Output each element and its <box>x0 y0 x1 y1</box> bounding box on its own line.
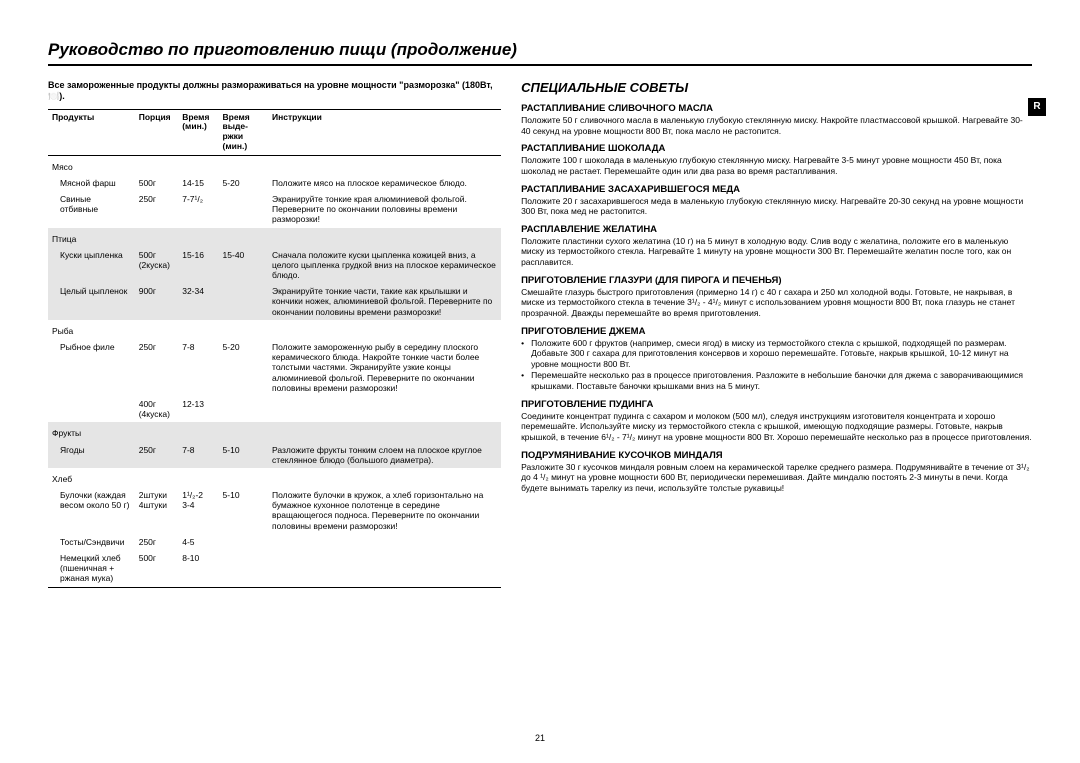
tip-head: РАСТАПЛИВАНИЕ ШОКОЛАДА <box>521 143 1032 154</box>
tip-head: РАСПЛАВЛЕНИЕ ЖЕЛАТИНА <box>521 224 1032 235</box>
th-hold: Время выде-ржки (мин.) <box>219 109 268 155</box>
tip-body: Положите 50 г сливочного масла в маленьк… <box>521 115 1032 136</box>
tip-head: ПОДРУМЯНИВАНИЕ КУСОЧКОВ МИНДАЛЯ <box>521 450 1032 461</box>
th-time: Время (мин.) <box>178 109 218 155</box>
tip-block: РАСТАПЛИВАНИЕ СЛИВОЧНОГО МАСЛАПоложите 5… <box>521 103 1032 136</box>
cell-product: Рыбное филе <box>48 339 135 396</box>
th-portion: Порция <box>135 109 179 155</box>
intro-text: Все замороженные продукты должны размора… <box>48 80 501 103</box>
cell-portion: 500г <box>135 550 179 587</box>
tip-head: РАСТАПЛИВАНИЕ СЛИВОЧНОГО МАСЛА <box>521 103 1032 114</box>
cell-time: 32-34 <box>178 283 218 320</box>
cell-product: Свиные отбивные <box>48 191 135 228</box>
cell-time: 4-5 <box>178 534 218 550</box>
cell-product: Булочки (каждая весом около 50 г) <box>48 487 135 534</box>
th-product: Продукты <box>48 109 135 155</box>
cell-instr: Положите булочки в кружок, а хлеб горизо… <box>268 487 501 534</box>
tip-body: Смешайте глазурь быстрого приготовления … <box>521 287 1032 319</box>
cell-product: Целый цыпленок <box>48 283 135 320</box>
tip-block: ПОДРУМЯНИВАНИЕ КУСОЧКОВ МИНДАЛЯРазложите… <box>521 450 1032 494</box>
cell-instr: Разложите фрукты тонким слоем на плоское… <box>268 442 501 468</box>
tip-bullets: Положите 600 г фруктов (например, смеси … <box>521 338 1032 392</box>
cell-product: Немецкий хлеб (пшеничная + ржаная мука) <box>48 550 135 587</box>
tip-block: РАСТАПЛИВАНИЕ ШОКОЛАДАПоложите 100 г шок… <box>521 143 1032 176</box>
cell-hold: 15-40 <box>219 247 268 284</box>
tip-block: ПРИГОТОВЛЕНИЕ ДЖЕМАПоложите 600 г фрукто… <box>521 326 1032 392</box>
cell-hold <box>219 283 268 320</box>
cell-instr: Положите замороженную рыбу в середину пл… <box>268 339 501 396</box>
tip-head: ПРИГОТОВЛЕНИЕ ДЖЕМА <box>521 326 1032 337</box>
cell-time: 7-8 <box>178 442 218 468</box>
cell-time: 12-13 <box>178 396 218 422</box>
cell-portion: 250г <box>135 191 179 228</box>
cell-portion: 2штуки 4штуки <box>135 487 179 534</box>
tip-body: Положите пластинки сухого желатина (10 г… <box>521 236 1032 268</box>
cell-portion: 400г (4куска) <box>135 396 179 422</box>
group-header: Хлеб <box>48 468 501 487</box>
tip-bullet: Перемешайте несколько раз в процессе при… <box>521 370 1032 391</box>
cell-time: 8-10 <box>178 550 218 587</box>
side-tab: R <box>1028 98 1046 116</box>
cell-time: 7-7¹/₂ <box>178 191 218 228</box>
group-header: Фрукты <box>48 422 501 441</box>
cell-product: Ягоды <box>48 442 135 468</box>
cell-instr <box>268 396 501 422</box>
group-header: Мясо <box>48 155 501 175</box>
cell-portion: 250г <box>135 442 179 468</box>
right-column: R СПЕЦИАЛЬНЫЕ СОВЕТЫ РАСТАПЛИВАНИЕ СЛИВО… <box>521 80 1032 588</box>
tip-head: ПРИГОТОВЛЕНИЕ ГЛАЗУРИ (ДЛЯ ПИРОГА И ПЕЧЕ… <box>521 275 1032 286</box>
cell-hold: 5-10 <box>219 487 268 534</box>
page-number: 21 <box>535 733 545 743</box>
cell-hold <box>219 550 268 587</box>
tip-body: Положите 100 г шоколада в маленькую глуб… <box>521 155 1032 176</box>
cell-instr: Экранируйте тонкие края алюминиевой фоль… <box>268 191 501 228</box>
cell-portion: 250г <box>135 534 179 550</box>
cell-hold <box>219 534 268 550</box>
tips-container: РАСТАПЛИВАНИЕ СЛИВОЧНОГО МАСЛАПоложите 5… <box>521 103 1032 493</box>
defrost-table: Продукты Порция Время (мин.) Время выде-… <box>48 109 501 588</box>
cell-instr: Положите мясо на плоское керамическое бл… <box>268 175 501 191</box>
cell-portion: 500г (2куска) <box>135 247 179 284</box>
cell-instr <box>268 534 501 550</box>
cell-hold <box>219 396 268 422</box>
cell-product: Тосты/Сэндвичи <box>48 534 135 550</box>
cell-product: Мясной фарш <box>48 175 135 191</box>
cell-hold: 5-20 <box>219 175 268 191</box>
cell-time: 1¹/₂-2 3-4 <box>178 487 218 534</box>
tip-block: РАСТАПЛИВАНИЕ ЗАСАХАРИВШЕГОСЯ МЕДАПоложи… <box>521 184 1032 217</box>
cell-product: Куски цыпленка <box>48 247 135 284</box>
cell-instr: Экранируйте тонкие части, такие как крыл… <box>268 283 501 320</box>
tip-block: ПРИГОТОВЛЕНИЕ ГЛАЗУРИ (ДЛЯ ПИРОГА И ПЕЧЕ… <box>521 275 1032 319</box>
cell-portion: 500г <box>135 175 179 191</box>
tip-block: РАСПЛАВЛЕНИЕ ЖЕЛАТИНАПоложите пластинки … <box>521 224 1032 268</box>
cell-product <box>48 396 135 422</box>
cell-portion: 250г <box>135 339 179 396</box>
tip-body: Положите 20 г засахарившегося меда в мал… <box>521 196 1032 217</box>
cell-hold: 5-10 <box>219 442 268 468</box>
cell-time: 7-8 <box>178 339 218 396</box>
group-header: Рыба <box>48 320 501 339</box>
cell-instr: Сначала положите куски цыпленка кожицей … <box>268 247 501 284</box>
tip-bullet: Положите 600 г фруктов (например, смеси … <box>521 338 1032 370</box>
cell-portion: 900г <box>135 283 179 320</box>
left-column: Все замороженные продукты должны размора… <box>48 80 501 588</box>
tip-block: ПРИГОТОВЛЕНИЕ ПУДИНГАСоедините концентра… <box>521 399 1032 443</box>
cell-instr <box>268 550 501 587</box>
tip-body: Разложите 30 г кусочков миндаля ровным с… <box>521 462 1032 494</box>
content-wrap: Все замороженные продукты должны размора… <box>48 80 1032 588</box>
th-instr: Инструкции <box>268 109 501 155</box>
cell-hold <box>219 191 268 228</box>
cell-hold: 5-20 <box>219 339 268 396</box>
cell-time: 14-15 <box>178 175 218 191</box>
tip-head: ПРИГОТОВЛЕНИЕ ПУДИНГА <box>521 399 1032 410</box>
tips-title: СПЕЦИАЛЬНЫЕ СОВЕТЫ <box>521 80 1032 95</box>
group-header: Птица <box>48 228 501 247</box>
page-title: Руководство по приготовлению пищи (продо… <box>48 40 1032 66</box>
tip-head: РАСТАПЛИВАНИЕ ЗАСАХАРИВШЕГОСЯ МЕДА <box>521 184 1032 195</box>
tip-body: Соедините концентрат пудинга с сахаром и… <box>521 411 1032 443</box>
cell-time: 15-16 <box>178 247 218 284</box>
